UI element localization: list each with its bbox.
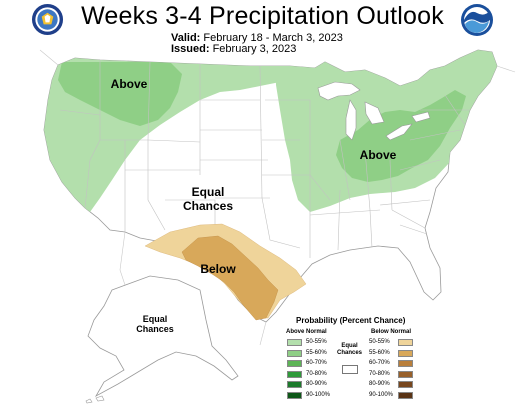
- legend-equal-line2: Chances: [337, 350, 363, 356]
- legend-below-swatch: [398, 350, 413, 357]
- legend-above-category: 80-90%: [306, 381, 327, 387]
- issued-date: Issued: February 3, 2023: [171, 43, 296, 55]
- noaa-logo-icon: [461, 4, 493, 36]
- legend-above-category: 50-55%: [306, 339, 327, 345]
- alaska-equal-line1: Equal: [142, 314, 168, 324]
- legend-below-swatch: [398, 360, 413, 367]
- department-of-commerce-seal-icon: [31, 3, 64, 36]
- alaska-equal-chances-label: Equal Chances: [130, 314, 180, 334]
- legend-above-header: Above Normal: [286, 329, 327, 335]
- above-east-label: Above: [359, 148, 397, 162]
- legend-below-swatch: [398, 371, 413, 378]
- legend-below-category: 70-80%: [369, 371, 390, 377]
- lake-huron: [364, 101, 385, 125]
- equal-chances-label: Equal Chances: [176, 185, 240, 213]
- legend-above-category: 60-70%: [306, 360, 327, 366]
- legend-below-category: 60-70%: [369, 360, 390, 366]
- legend-equal-chances-swatch: [342, 365, 358, 374]
- equal-chances-line2: Chances: [182, 199, 234, 213]
- legend-above-swatch: [287, 371, 302, 378]
- great-lakes: [317, 81, 431, 141]
- legend-below-swatch: [398, 392, 413, 399]
- above-west-medium-area: [58, 62, 182, 126]
- alaska-outline: [87, 275, 239, 398]
- legend-above-swatch: [287, 381, 302, 388]
- above-west-label: Above: [110, 77, 148, 91]
- valid-period: Valid: February 18 - March 3, 2023: [171, 32, 343, 44]
- legend-below-swatch: [398, 339, 413, 346]
- legend-above-category: 55-60%: [306, 350, 327, 356]
- legend-below-category: 50-55%: [369, 339, 390, 345]
- legend-above-category: 90-100%: [306, 392, 331, 398]
- below-label: Below: [200, 262, 236, 276]
- valid-label: Valid:: [171, 32, 201, 44]
- aleutian-islands: [85, 395, 105, 404]
- issued-label: Issued:: [171, 43, 210, 55]
- legend-below-category: 90-100%: [369, 392, 394, 398]
- legend-below-swatch: [398, 381, 413, 388]
- legend-below-category: 55-60%: [369, 350, 390, 356]
- alaska-equal-line2: Chances: [136, 324, 174, 334]
- lake-superior: [317, 81, 361, 101]
- lake-ontario: [411, 111, 431, 123]
- legend-equal-chances: Equal Chances: [337, 343, 362, 357]
- valid-value: February 18 - March 3, 2023: [203, 32, 343, 44]
- legend-above-category: 70-80%: [306, 371, 327, 377]
- legend-above-swatch: [287, 360, 302, 367]
- legend-below-header: Below Normal: [371, 329, 412, 335]
- legend-equal-line1: Equal: [341, 343, 358, 349]
- below-medium-area: [181, 235, 279, 321]
- above-east-medium-area: [336, 90, 466, 182]
- legend-above-swatch: [287, 339, 302, 346]
- map-title: Weeks 3-4 Precipitation Outlook: [81, 2, 444, 30]
- lake-michigan: [345, 99, 357, 141]
- legend-title: Probability (Percent Chance): [296, 316, 406, 325]
- legend-above-swatch: [287, 392, 302, 399]
- legend-below-category: 80-90%: [369, 381, 390, 387]
- lake-erie: [385, 123, 413, 141]
- equal-chances-line1: Equal: [191, 185, 225, 199]
- issued-value: February 3, 2023: [212, 43, 297, 55]
- legend-above-swatch: [287, 350, 302, 357]
